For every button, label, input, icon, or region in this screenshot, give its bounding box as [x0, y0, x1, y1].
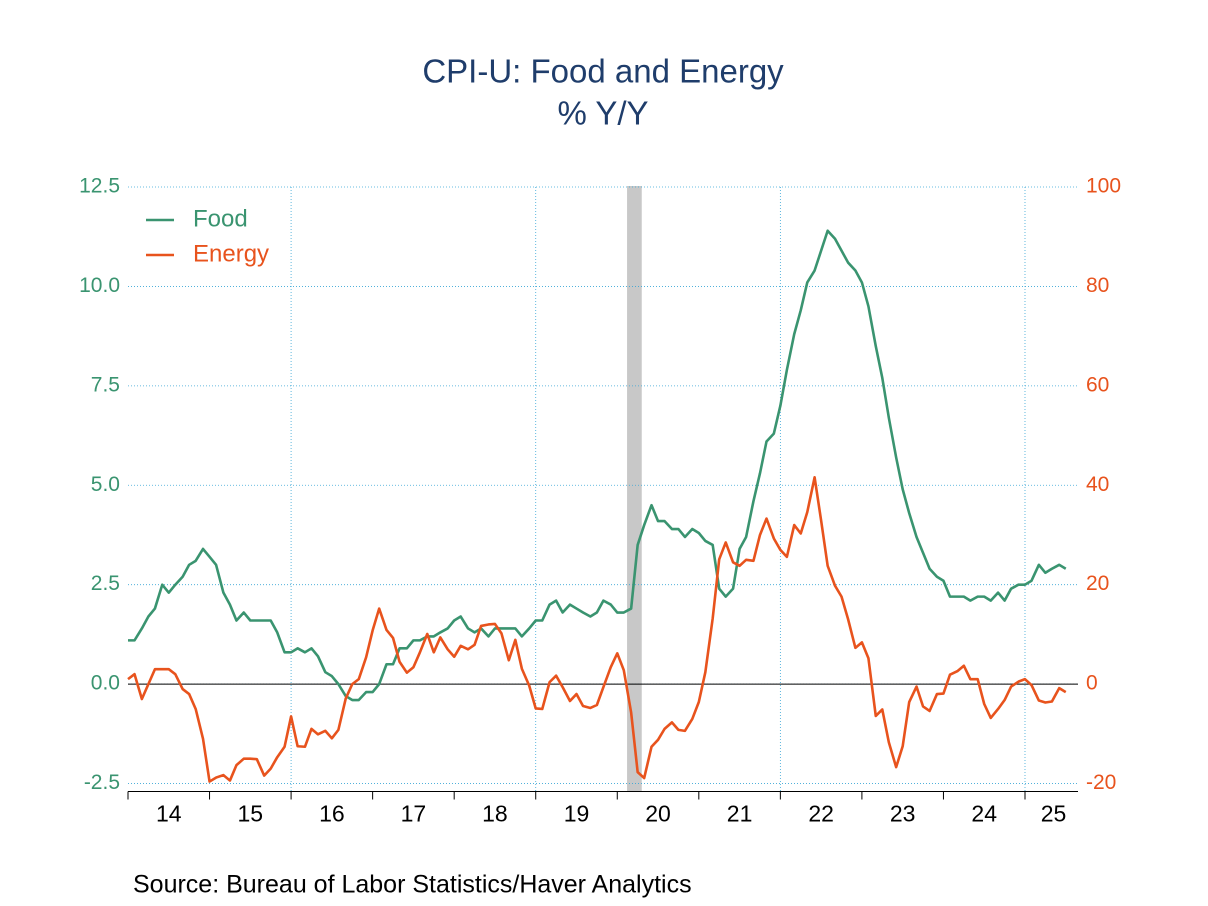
y-tick-label: 5.0	[91, 473, 120, 496]
x-tick-label: 15	[238, 801, 264, 827]
y2-tick-label: 60	[1086, 373, 1109, 396]
recession-shade	[627, 186, 642, 792]
y2-tick-label: 80	[1086, 274, 1109, 297]
x-tick-label: 25	[1041, 801, 1067, 827]
y2-tick-label: 100	[1086, 175, 1121, 198]
chart-subtitle: % Y/Y	[557, 95, 648, 132]
x-tick-label: 24	[971, 801, 997, 827]
legend-label: Energy	[193, 240, 269, 267]
series-line	[127, 476, 1067, 783]
x-tick-label: 19	[564, 801, 590, 827]
x-tick-label: 23	[890, 801, 916, 827]
chart-title: CPI-U: Food and Energy	[422, 53, 784, 90]
x-tick-label: 17	[401, 801, 427, 827]
y-tick-label: -2.5	[84, 771, 120, 794]
x-tick-label: 18	[482, 801, 508, 827]
source-note: Source: Bureau of Labor Statistics/Haver…	[133, 871, 692, 899]
x-tick-label: 16	[319, 801, 345, 827]
y2-tick-label: 0	[1086, 672, 1098, 695]
x-tick-label: 22	[808, 801, 834, 827]
y2-tick-label: -20	[1086, 771, 1116, 794]
y-tick-label: 12.5	[79, 175, 120, 198]
y-tick-label: 0.0	[91, 672, 120, 695]
y-tick-label: 10.0	[79, 274, 120, 297]
y2-tick-label: 20	[1086, 572, 1109, 595]
y2-tick-label: 40	[1086, 473, 1109, 496]
series-line	[128, 229, 1067, 702]
y-tick-label: 7.5	[91, 373, 120, 396]
x-tick-label: 21	[727, 801, 753, 827]
x-tick-label: 20	[645, 801, 671, 827]
legend-label: Food	[193, 205, 248, 232]
x-tick-label: 14	[156, 801, 182, 827]
y-tick-label: 2.5	[91, 572, 120, 595]
